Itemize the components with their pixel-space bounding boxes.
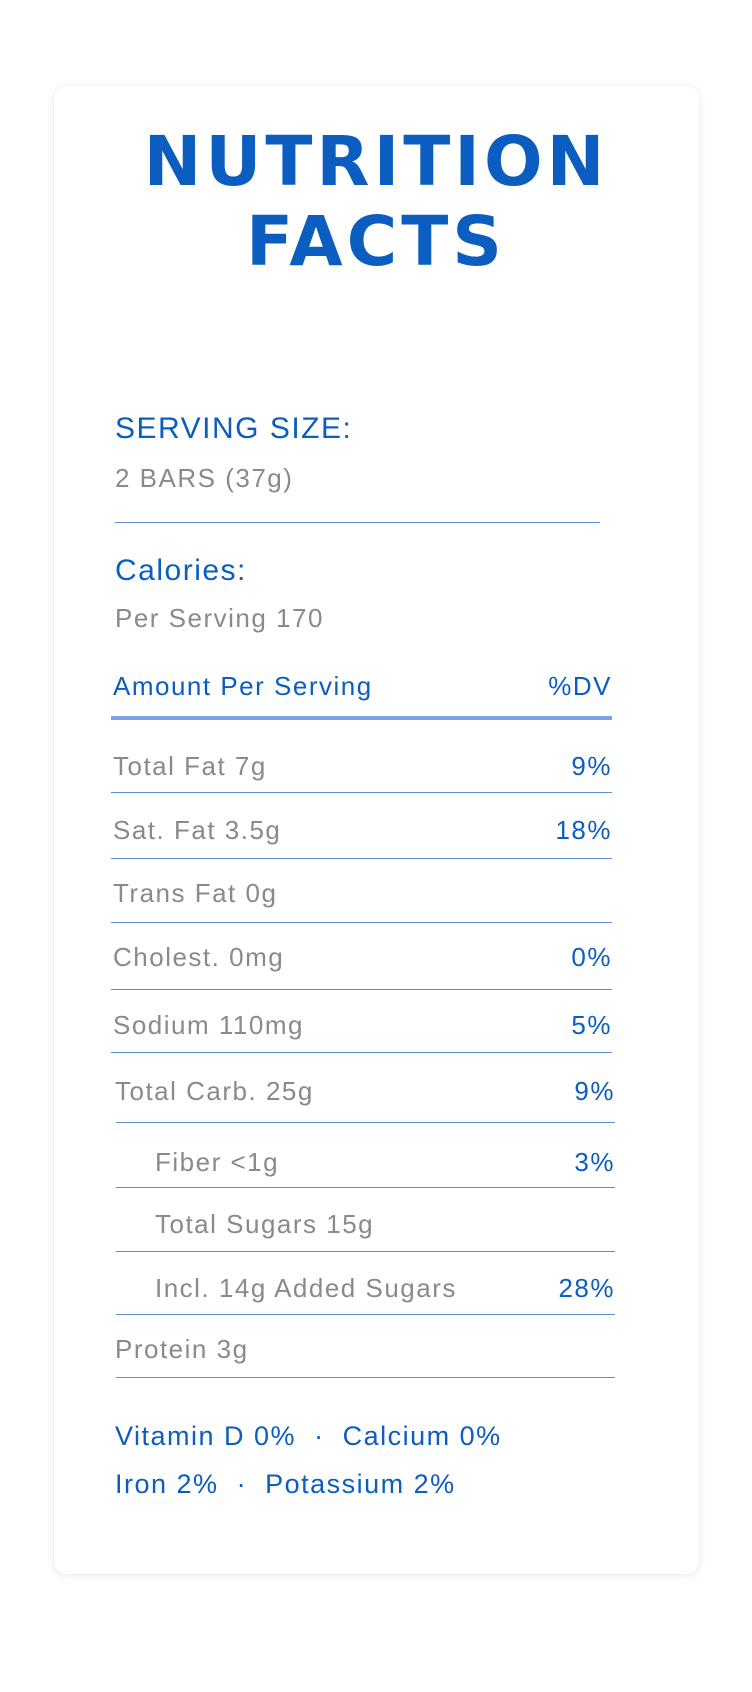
row-divider [111, 922, 612, 923]
nutrient-label-sat-fat: Sat. Fat 3.5g [113, 815, 282, 845]
nutrient-dv-fiber: 3% [574, 1147, 615, 1177]
nutrient-label-total-carb: Total Carb. 25g [115, 1076, 314, 1106]
nutrient-label-added-sugars: Incl. 14g Added Sugars [155, 1273, 457, 1303]
nutrient-label-trans-fat: Trans Fat 0g [113, 878, 278, 908]
nutrient-label-total-fat: Total Fat 7g [113, 751, 267, 781]
separator-dot: · [236, 1469, 248, 1499]
nutrient-dv-total-fat: 9% [571, 751, 612, 781]
serving-size-label: SERVING SIZE: [115, 412, 353, 445]
nutrient-dv-sat-fat: 18% [555, 815, 612, 845]
calories-value: Per Serving 170 [115, 603, 324, 633]
row-divider [111, 1052, 612, 1053]
calcium: Calcium 0% [342, 1421, 502, 1451]
nutrient-label-fiber: Fiber <1g [155, 1147, 280, 1177]
nutrient-dv-added-sugars: 28% [558, 1273, 615, 1303]
separator-dot: · [314, 1421, 325, 1451]
row-divider [116, 1314, 615, 1315]
calories-label: Calories: [115, 554, 247, 587]
divider [115, 522, 600, 523]
vitamin-d: Vitamin D 0% [115, 1421, 297, 1451]
vitamins-line-1: Vitamin D 0% · Calcium 0% [115, 1423, 502, 1450]
nutrient-dv-cholesterol: 0% [571, 942, 612, 972]
nutrition-facts-card [54, 86, 699, 1574]
header-divider [111, 716, 612, 720]
serving-size-value: 2 BARS (37g) [115, 463, 294, 493]
nutrient-label-total-sugars: Total Sugars 15g [155, 1209, 375, 1239]
nutrient-label-sodium: Sodium 110mg [113, 1010, 304, 1040]
row-divider [111, 989, 612, 990]
nutrient-dv-total-carb: 9% [574, 1076, 615, 1106]
row-divider [116, 1187, 615, 1188]
dv-header: %DV [548, 671, 612, 701]
title-line-2: FACTS [245, 202, 507, 282]
row-divider [111, 858, 612, 859]
iron: Iron 2% [115, 1469, 219, 1499]
row-divider [111, 792, 612, 793]
row-divider [116, 1122, 615, 1123]
amount-per-serving-header: Amount Per Serving [113, 671, 373, 701]
title-line-1: NUTRITION [143, 122, 609, 202]
potassium: Potassium 2% [265, 1469, 456, 1499]
nutrient-label-protein: Protein 3g [115, 1334, 249, 1364]
nutrient-dv-sodium: 5% [571, 1010, 612, 1040]
row-divider [116, 1251, 615, 1252]
row-divider [116, 1377, 615, 1378]
vitamins-line-2: Iron 2% · Potassium 2% [115, 1471, 456, 1498]
nutrient-label-cholesterol: Cholest. 0mg [113, 942, 285, 972]
